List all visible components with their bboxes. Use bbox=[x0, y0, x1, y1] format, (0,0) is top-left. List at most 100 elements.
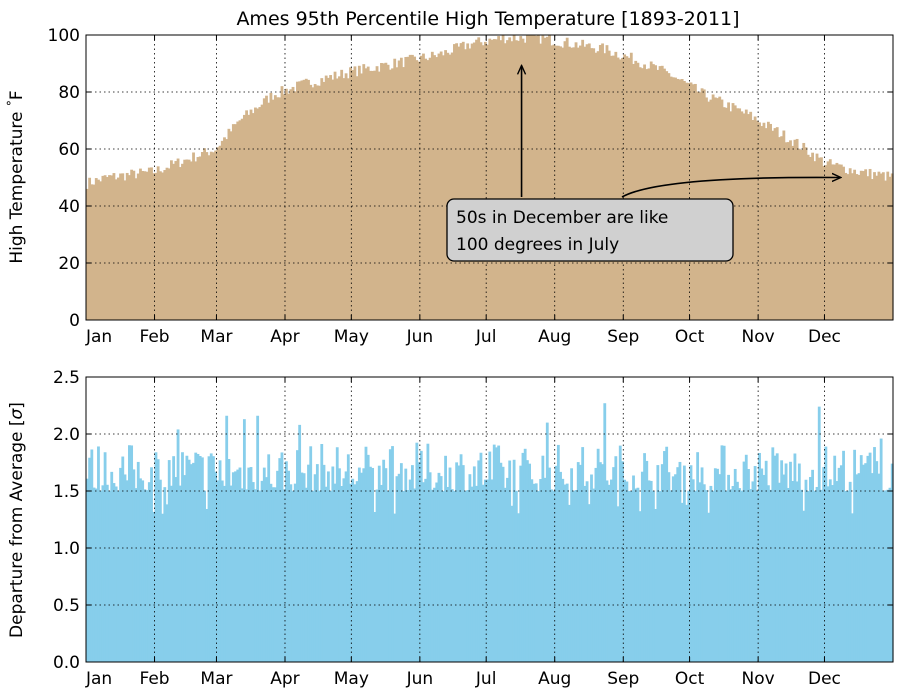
bar bbox=[289, 484, 293, 662]
bar bbox=[225, 139, 229, 320]
bar bbox=[247, 114, 251, 320]
bar bbox=[271, 487, 275, 662]
bar bbox=[209, 453, 213, 662]
bar bbox=[167, 460, 171, 662]
bar bbox=[289, 89, 293, 321]
bar bbox=[455, 462, 459, 662]
bar bbox=[464, 490, 467, 662]
bar bbox=[888, 487, 892, 662]
bar bbox=[256, 108, 260, 320]
bar bbox=[236, 469, 240, 662]
bar bbox=[351, 70, 355, 321]
bar bbox=[475, 39, 478, 321]
bar bbox=[864, 169, 868, 320]
bar bbox=[886, 171, 890, 320]
bar bbox=[674, 474, 677, 662]
bar bbox=[273, 487, 277, 662]
bar bbox=[265, 95, 268, 320]
bar bbox=[881, 172, 885, 320]
bar bbox=[371, 70, 375, 320]
bar bbox=[775, 127, 779, 320]
bar bbox=[481, 484, 485, 662]
bar bbox=[563, 484, 567, 662]
bar bbox=[831, 164, 834, 320]
bar bbox=[700, 467, 704, 662]
bar bbox=[307, 464, 310, 662]
bar bbox=[594, 52, 598, 320]
bar bbox=[110, 471, 114, 662]
bar bbox=[525, 35, 529, 320]
bar bbox=[537, 35, 540, 320]
bar bbox=[128, 445, 131, 662]
bar bbox=[470, 486, 474, 662]
bar bbox=[556, 45, 560, 320]
bar bbox=[450, 52, 454, 321]
bar bbox=[596, 448, 600, 662]
bar bbox=[879, 438, 883, 662]
bar bbox=[196, 157, 200, 320]
y-tick-label: 1.5 bbox=[53, 482, 80, 502]
bar bbox=[234, 124, 237, 321]
bar bbox=[251, 482, 255, 662]
bar bbox=[581, 447, 585, 662]
bar bbox=[859, 455, 863, 662]
bar bbox=[572, 47, 576, 321]
bar bbox=[349, 483, 352, 662]
bar bbox=[304, 487, 308, 662]
bar bbox=[143, 489, 147, 662]
x-tick-label: Apr bbox=[270, 669, 299, 689]
bar bbox=[238, 467, 242, 662]
bar bbox=[663, 68, 666, 320]
bar bbox=[97, 179, 100, 320]
bar bbox=[176, 158, 180, 320]
bar bbox=[784, 142, 788, 320]
bar bbox=[820, 157, 823, 320]
bar bbox=[123, 180, 127, 320]
bar bbox=[773, 455, 777, 662]
bar bbox=[844, 490, 848, 662]
bar bbox=[119, 467, 122, 662]
bar bbox=[839, 465, 843, 662]
bar bbox=[333, 483, 337, 662]
bar bbox=[530, 35, 534, 320]
bar bbox=[189, 464, 193, 662]
bar bbox=[665, 446, 669, 662]
bar bbox=[90, 184, 94, 320]
bar bbox=[280, 452, 284, 662]
bar bbox=[778, 482, 781, 662]
bar bbox=[576, 47, 580, 320]
bar bbox=[373, 70, 377, 320]
bar bbox=[649, 61, 653, 320]
bar bbox=[492, 444, 496, 662]
bar bbox=[384, 62, 388, 320]
bar bbox=[797, 148, 801, 320]
bar bbox=[125, 480, 129, 662]
bar bbox=[731, 486, 735, 662]
bar bbox=[592, 48, 596, 321]
bar bbox=[391, 68, 394, 320]
bar bbox=[426, 60, 430, 320]
bar bbox=[422, 53, 425, 321]
bar bbox=[424, 58, 428, 320]
bar bbox=[492, 39, 496, 320]
bar bbox=[366, 66, 370, 321]
bar bbox=[293, 91, 297, 320]
bar bbox=[145, 490, 149, 662]
bar bbox=[105, 177, 109, 320]
y-axis-label-top-unit: F bbox=[7, 90, 27, 100]
bar bbox=[388, 449, 392, 662]
bar bbox=[585, 481, 589, 662]
bar bbox=[262, 98, 266, 321]
bar bbox=[161, 172, 164, 320]
bar bbox=[459, 43, 463, 320]
bar bbox=[870, 179, 874, 320]
bar bbox=[866, 176, 870, 320]
bar bbox=[762, 122, 766, 320]
bar bbox=[844, 172, 848, 320]
bar bbox=[483, 41, 487, 321]
bar bbox=[702, 484, 706, 662]
bar bbox=[758, 452, 761, 662]
bar bbox=[468, 474, 472, 662]
bar bbox=[747, 469, 750, 662]
bar bbox=[353, 484, 357, 662]
